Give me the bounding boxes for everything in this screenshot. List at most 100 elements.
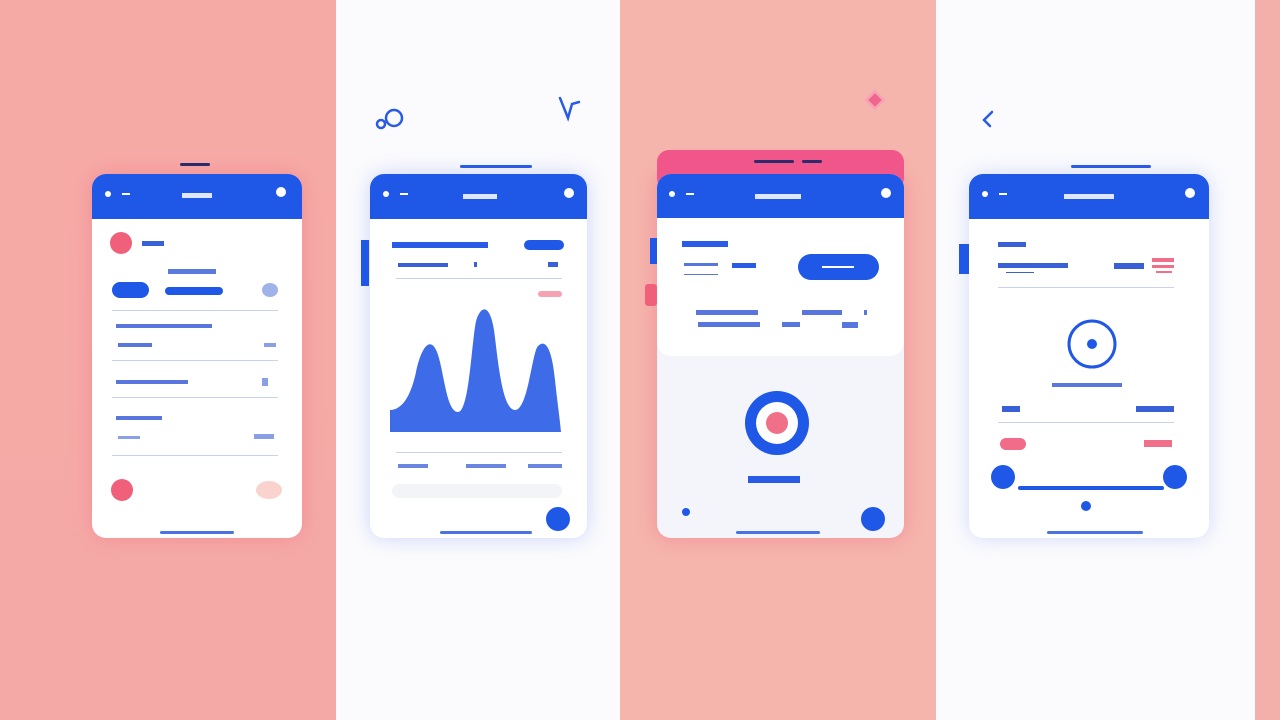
phone-screen-shape <box>111 479 133 501</box>
phone-screen-shape <box>1064 194 1114 199</box>
phone-screen-shape <box>1018 486 1164 490</box>
phone-screen-shape <box>991 465 1015 489</box>
phone-screen-shape <box>254 434 274 439</box>
phone-screen-shape <box>92 174 302 538</box>
phone-screen-shape <box>782 322 800 327</box>
phone-screen-shape <box>682 508 690 516</box>
phone-screen-shape <box>802 160 822 163</box>
phone-screen-shape <box>180 163 210 166</box>
phone-screen-shape <box>112 282 149 298</box>
phone-screen-shape <box>105 191 111 197</box>
phone-screen-shape <box>1087 339 1097 349</box>
phone-screen-shape <box>1071 165 1151 168</box>
phone-screen-shape <box>684 274 718 275</box>
decoration-shape <box>375 118 387 130</box>
phone-screen-shape <box>650 238 657 264</box>
phone-screen-shape <box>999 193 1007 195</box>
phone-screen-shape <box>696 310 758 315</box>
phone-screen-shape <box>262 378 268 386</box>
phone-screen-shape <box>998 242 1026 247</box>
phone-screen-shape <box>982 191 988 197</box>
phone-screen-shape <box>466 464 506 468</box>
phone-screen-shape <box>264 343 276 347</box>
phone-screen-shape <box>524 240 564 250</box>
phone-screen <box>92 163 302 538</box>
phone-screen-shape <box>802 310 842 315</box>
phone-screen-shape <box>112 310 278 311</box>
phone-screen-shape <box>460 165 532 168</box>
phone-screen-shape <box>1047 531 1143 534</box>
decoration-shape <box>384 108 404 128</box>
phone-screen-shape <box>1152 258 1174 262</box>
phone-screen-shape <box>112 360 278 361</box>
phone-screen <box>645 150 904 538</box>
phone-screen-shape <box>842 322 858 328</box>
decoration-shape <box>558 96 581 122</box>
phone-screen-shape <box>1081 501 1091 511</box>
phone-screen-shape <box>1144 440 1172 447</box>
phone-screen-shape <box>686 193 694 195</box>
phone-screen-shape <box>546 507 570 531</box>
phone-screen-shape <box>396 278 562 279</box>
phone-screen-shape <box>110 232 132 254</box>
phone-screen <box>361 165 587 538</box>
phone-screen-shape <box>116 380 188 384</box>
phone-screen-shape <box>400 193 408 195</box>
phone-screen-shape <box>276 187 286 197</box>
phone-screen-shape <box>736 531 820 534</box>
phone-screen-shape <box>548 262 558 267</box>
phone-screen-shape <box>748 476 800 483</box>
phone-screen-shape <box>881 188 891 198</box>
phone-screen-shape <box>112 397 278 398</box>
phone-screen-shape <box>682 241 728 247</box>
phone-screen-shape <box>861 507 885 531</box>
phone-screen-shape <box>182 193 212 198</box>
phone-screen-shape <box>669 191 675 197</box>
phone-screen-shape <box>440 531 532 534</box>
phone-screen-shape <box>959 244 969 274</box>
phone-screen-shape <box>122 193 130 195</box>
decoration <box>375 89 994 130</box>
phone-screen-shape <box>822 266 854 268</box>
phone-screen-shape <box>564 188 574 198</box>
phone-screen-shape <box>116 416 162 420</box>
phone-screen-shape <box>392 242 488 248</box>
phone-screen-shape <box>165 287 223 295</box>
phone-screen-shape <box>1185 188 1195 198</box>
phone-screen-shape <box>1000 438 1026 450</box>
phone-screen-shape <box>684 263 718 266</box>
phone-screen-shape <box>398 263 448 267</box>
phone-screen-shape <box>1114 263 1144 269</box>
phone-screen-shape <box>1002 406 1020 412</box>
background-shape <box>1255 0 1280 720</box>
phone-screen-shape <box>262 283 278 297</box>
phone-screen-shape <box>1052 383 1122 387</box>
phone-screen-shape <box>256 481 282 499</box>
phone-screen-shape <box>383 191 389 197</box>
phone-screen-shape <box>1006 272 1034 273</box>
phone-screen-shape <box>474 262 477 267</box>
phone-screen-shape <box>112 455 278 456</box>
phone-screen-shape <box>116 324 212 328</box>
phone-screen-shape <box>396 452 562 453</box>
phone-screen <box>959 165 1209 538</box>
phone-screen-shape <box>1067 319 1117 369</box>
phone-screen-shape <box>657 218 904 356</box>
phone-screen-shape <box>1136 406 1174 412</box>
phone-screen-shape <box>754 160 794 163</box>
phone-screen-shape <box>392 484 562 498</box>
phone-screen-shape <box>732 263 756 268</box>
phone-screen-shape <box>698 322 760 327</box>
decoration-shape <box>864 89 886 111</box>
phone-screen-shape <box>766 412 788 434</box>
phone-screen-shape <box>755 194 801 199</box>
phone-screen-shape <box>1152 265 1174 268</box>
phone-screen-shape <box>118 436 140 439</box>
phone-screen-shape <box>398 464 428 468</box>
phone-screen-shape <box>142 241 164 246</box>
phone-screen-shape <box>998 263 1068 268</box>
phone-screen-shape <box>160 531 234 534</box>
phone-screen-shape <box>538 291 562 297</box>
